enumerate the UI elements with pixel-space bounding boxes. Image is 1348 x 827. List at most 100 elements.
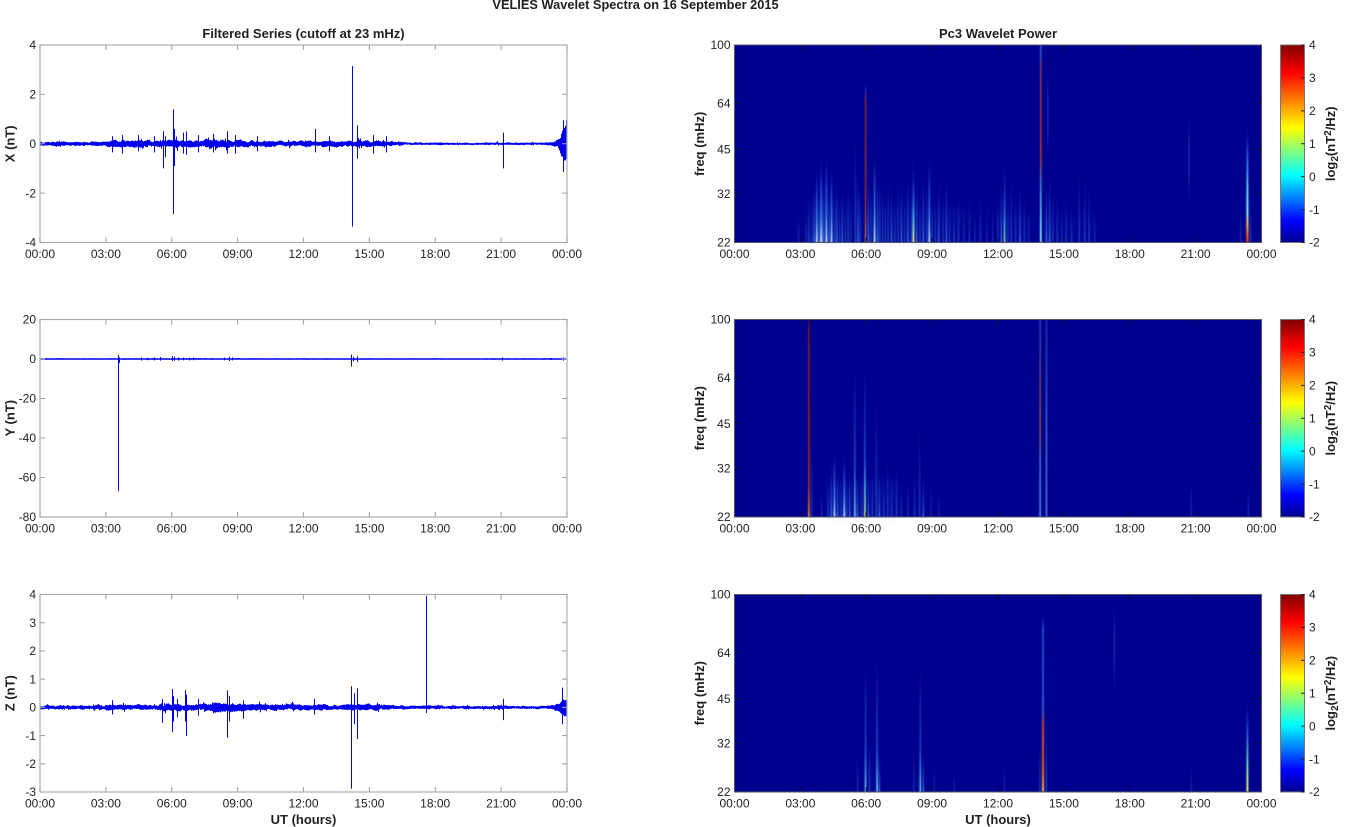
svg-text:18:00: 18:00 bbox=[1115, 247, 1145, 261]
svg-text:03:00: 03:00 bbox=[91, 522, 121, 536]
svg-text:06:00: 06:00 bbox=[157, 522, 187, 536]
svg-text:1: 1 bbox=[1309, 411, 1316, 425]
svg-text:-20: -20 bbox=[19, 392, 37, 406]
svg-text:18:00: 18:00 bbox=[420, 797, 450, 811]
svg-text:00:00: 00:00 bbox=[719, 522, 749, 536]
svg-text:00:00: 00:00 bbox=[25, 247, 55, 261]
svg-text:03:00: 03:00 bbox=[785, 247, 815, 261]
svg-text:21:00: 21:00 bbox=[1181, 797, 1211, 811]
svg-text:00:00: 00:00 bbox=[552, 522, 582, 536]
svg-text:00:00: 00:00 bbox=[1246, 247, 1276, 261]
svg-text:-2: -2 bbox=[1309, 510, 1320, 524]
svg-text:18:00: 18:00 bbox=[420, 247, 450, 261]
svg-text:00:00: 00:00 bbox=[552, 797, 582, 811]
svg-text:freq (mHz): freq (mHz) bbox=[692, 112, 707, 176]
svg-text:2: 2 bbox=[1309, 379, 1316, 393]
svg-text:-1: -1 bbox=[1309, 752, 1320, 766]
svg-text:0: 0 bbox=[29, 701, 36, 715]
svg-text:18:00: 18:00 bbox=[1115, 522, 1145, 536]
svg-text:09:00: 09:00 bbox=[223, 522, 253, 536]
svg-text:00:00: 00:00 bbox=[719, 797, 749, 811]
svg-text:100: 100 bbox=[710, 588, 730, 602]
svg-text:Pc3 Wavelet Power: Pc3 Wavelet Power bbox=[939, 26, 1057, 41]
svg-text:15:00: 15:00 bbox=[1049, 797, 1079, 811]
svg-text:22: 22 bbox=[717, 785, 731, 799]
svg-text:00:00: 00:00 bbox=[25, 797, 55, 811]
svg-text:0: 0 bbox=[1309, 719, 1316, 733]
svg-text:21:00: 21:00 bbox=[1181, 247, 1211, 261]
svg-text:09:00: 09:00 bbox=[917, 797, 947, 811]
svg-text:32: 32 bbox=[717, 187, 731, 201]
svg-text:-1: -1 bbox=[25, 729, 36, 743]
svg-text:-2: -2 bbox=[25, 757, 36, 771]
svg-text:-2: -2 bbox=[25, 186, 36, 200]
svg-text:12:00: 12:00 bbox=[983, 797, 1013, 811]
svg-text:12:00: 12:00 bbox=[983, 522, 1013, 536]
svg-text:03:00: 03:00 bbox=[785, 797, 815, 811]
svg-text:12:00: 12:00 bbox=[288, 247, 318, 261]
svg-text:4: 4 bbox=[1309, 38, 1316, 52]
svg-text:12:00: 12:00 bbox=[288, 522, 318, 536]
svg-text:18:00: 18:00 bbox=[1115, 797, 1145, 811]
svg-text:18:00: 18:00 bbox=[420, 522, 450, 536]
svg-text:4: 4 bbox=[29, 38, 36, 52]
svg-text:UT (hours): UT (hours) bbox=[965, 812, 1031, 827]
svg-text:-3: -3 bbox=[25, 785, 36, 799]
svg-text:12:00: 12:00 bbox=[983, 247, 1013, 261]
svg-text:45: 45 bbox=[717, 142, 731, 156]
svg-text:06:00: 06:00 bbox=[851, 247, 881, 261]
svg-text:-1: -1 bbox=[1309, 477, 1320, 491]
svg-text:45: 45 bbox=[717, 692, 731, 706]
svg-text:1: 1 bbox=[29, 672, 36, 686]
svg-text:15:00: 15:00 bbox=[354, 797, 384, 811]
svg-text:UT (hours): UT (hours) bbox=[271, 812, 337, 827]
svg-text:3: 3 bbox=[1309, 71, 1316, 85]
svg-text:12:00: 12:00 bbox=[288, 797, 318, 811]
svg-text:03:00: 03:00 bbox=[91, 797, 121, 811]
svg-text:06:00: 06:00 bbox=[851, 797, 881, 811]
svg-text:15:00: 15:00 bbox=[1049, 247, 1079, 261]
svg-text:0: 0 bbox=[29, 352, 36, 366]
svg-text:0: 0 bbox=[1309, 444, 1316, 458]
svg-text:3: 3 bbox=[1309, 621, 1316, 635]
svg-text:22: 22 bbox=[717, 236, 731, 250]
svg-text:freq (mHz): freq (mHz) bbox=[692, 661, 707, 725]
svg-text:Filtered Series (cutoff at 23: Filtered Series (cutoff at 23 mHz) bbox=[202, 26, 404, 41]
svg-text:-80: -80 bbox=[19, 510, 37, 524]
svg-text:22: 22 bbox=[717, 510, 731, 524]
svg-text:log2(nT2/Hz): log2(nT2/Hz) bbox=[1323, 106, 1341, 181]
svg-text:1: 1 bbox=[1309, 137, 1316, 151]
svg-text:06:00: 06:00 bbox=[851, 522, 881, 536]
svg-text:09:00: 09:00 bbox=[223, 247, 253, 261]
svg-text:00:00: 00:00 bbox=[719, 247, 749, 261]
svg-text:00:00: 00:00 bbox=[1246, 522, 1276, 536]
svg-text:-4: -4 bbox=[25, 236, 36, 250]
svg-text:32: 32 bbox=[717, 461, 731, 475]
svg-text:100: 100 bbox=[710, 313, 730, 327]
svg-text:-40: -40 bbox=[19, 431, 37, 445]
svg-text:log2(nT2/Hz): log2(nT2/Hz) bbox=[1323, 656, 1341, 731]
svg-text:06:00: 06:00 bbox=[157, 797, 187, 811]
svg-text:X (nT): X (nT) bbox=[3, 125, 18, 162]
svg-text:4: 4 bbox=[1309, 588, 1316, 602]
svg-text:3: 3 bbox=[1309, 346, 1316, 360]
svg-text:03:00: 03:00 bbox=[91, 247, 121, 261]
svg-text:21:00: 21:00 bbox=[486, 797, 516, 811]
svg-text:4: 4 bbox=[29, 588, 36, 602]
svg-text:Z (nT): Z (nT) bbox=[3, 675, 18, 711]
svg-text:2: 2 bbox=[1309, 104, 1316, 118]
svg-text:06:00: 06:00 bbox=[157, 247, 187, 261]
svg-text:1: 1 bbox=[1309, 687, 1316, 701]
svg-text:Y (nT): Y (nT) bbox=[3, 400, 18, 437]
svg-text:3: 3 bbox=[29, 616, 36, 630]
svg-text:log2(nT2/Hz): log2(nT2/Hz) bbox=[1323, 381, 1341, 456]
svg-text:64: 64 bbox=[717, 371, 731, 385]
svg-text:00:00: 00:00 bbox=[552, 247, 582, 261]
svg-text:-2: -2 bbox=[1309, 785, 1320, 799]
svg-text:2: 2 bbox=[29, 88, 36, 102]
svg-text:20: 20 bbox=[23, 313, 37, 327]
svg-text:03:00: 03:00 bbox=[785, 522, 815, 536]
svg-text:21:00: 21:00 bbox=[486, 247, 516, 261]
svg-text:09:00: 09:00 bbox=[917, 247, 947, 261]
svg-text:21:00: 21:00 bbox=[1181, 522, 1211, 536]
